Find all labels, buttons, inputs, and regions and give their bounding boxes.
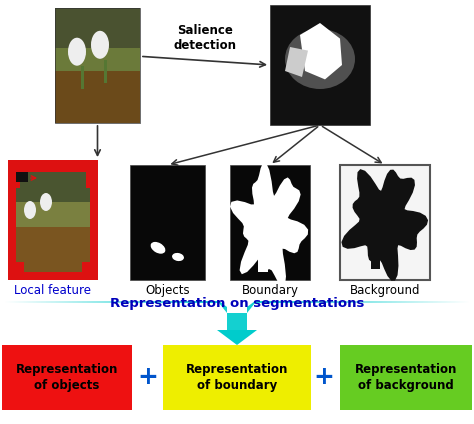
Text: +: + bbox=[137, 365, 158, 390]
Bar bbox=[340, 165, 430, 280]
Ellipse shape bbox=[172, 253, 184, 261]
Bar bbox=[86, 174, 98, 188]
Bar bbox=[16, 172, 90, 202]
Ellipse shape bbox=[68, 38, 86, 66]
Bar bbox=[340, 345, 472, 410]
Bar bbox=[55, 8, 140, 123]
Text: Representation
of boundary: Representation of boundary bbox=[186, 363, 288, 391]
Bar bbox=[8, 160, 20, 174]
Text: +: + bbox=[314, 365, 335, 390]
Text: Salience
detection: Salience detection bbox=[173, 24, 237, 52]
Bar bbox=[86, 160, 98, 174]
Text: Local feature: Local feature bbox=[15, 284, 91, 297]
Bar bbox=[8, 174, 20, 188]
Bar bbox=[8, 262, 24, 280]
Ellipse shape bbox=[91, 31, 109, 59]
Bar bbox=[16, 172, 28, 182]
Ellipse shape bbox=[24, 201, 36, 219]
Ellipse shape bbox=[40, 193, 52, 211]
Bar bbox=[258, 251, 268, 272]
Ellipse shape bbox=[285, 29, 355, 89]
Polygon shape bbox=[217, 330, 257, 345]
Polygon shape bbox=[300, 23, 342, 79]
Polygon shape bbox=[285, 47, 308, 77]
Text: Boundary: Boundary bbox=[241, 284, 299, 297]
Bar bbox=[55, 71, 140, 123]
Polygon shape bbox=[5, 301, 469, 330]
Bar bbox=[81, 65, 84, 89]
Bar bbox=[274, 255, 282, 272]
Text: Objects: Objects bbox=[145, 284, 190, 297]
Text: Background: Background bbox=[350, 284, 420, 297]
Polygon shape bbox=[341, 169, 428, 281]
Bar bbox=[55, 8, 140, 123]
Bar bbox=[2, 345, 132, 410]
Bar bbox=[230, 165, 310, 280]
Polygon shape bbox=[230, 163, 308, 287]
Bar bbox=[371, 249, 380, 268]
Text: Representation
of background: Representation of background bbox=[355, 363, 457, 391]
Bar bbox=[387, 251, 394, 268]
Bar bbox=[16, 227, 90, 272]
Bar bbox=[82, 262, 98, 280]
Bar bbox=[130, 165, 205, 280]
Bar bbox=[104, 60, 107, 83]
Bar bbox=[55, 8, 140, 48]
Bar bbox=[16, 172, 90, 272]
Text: Representation
of objects: Representation of objects bbox=[16, 363, 118, 391]
Ellipse shape bbox=[151, 242, 165, 254]
Bar bbox=[163, 345, 311, 410]
Bar bbox=[270, 5, 370, 125]
Text: Representation on segmentations: Representation on segmentations bbox=[110, 296, 364, 310]
Bar bbox=[8, 160, 98, 280]
